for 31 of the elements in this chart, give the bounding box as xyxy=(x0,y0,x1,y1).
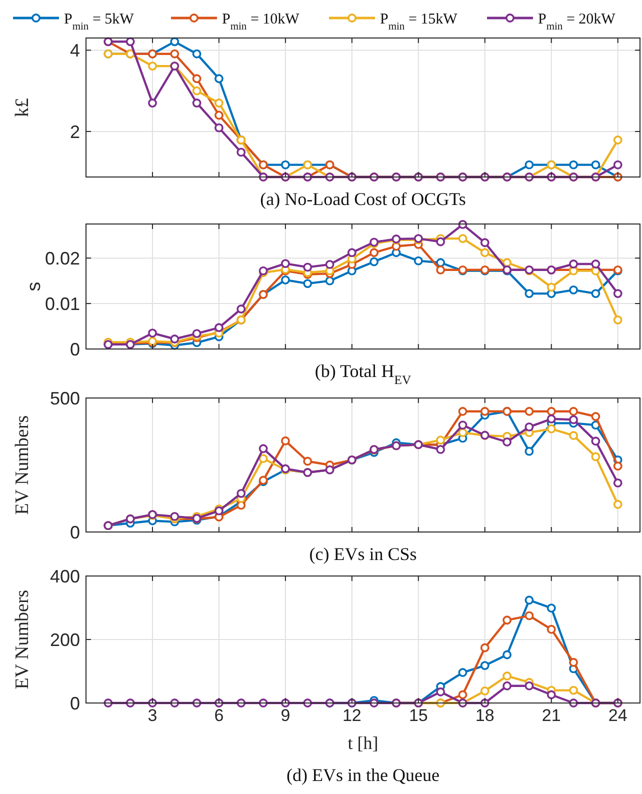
text: (a) No-Load Cost of OCGTs xyxy=(260,189,466,209)
text: (b) Total H$_{EV}$ xyxy=(314,361,412,387)
y-tick-label: 400 xyxy=(50,566,80,586)
legend-label: P$_{min}$ = 15kW xyxy=(380,11,458,32)
x-tick-label: 24 xyxy=(608,706,628,725)
x-tick-label: 12 xyxy=(342,706,362,725)
y-tick-label: 200 xyxy=(50,630,80,650)
y-tick-label: 0.02 xyxy=(44,248,80,268)
x-tick-label: 21 xyxy=(542,706,561,725)
text: (c) EVs in CSs xyxy=(309,544,417,564)
x-tick-label: 18 xyxy=(475,706,494,725)
y-tick-label: 0 xyxy=(70,339,80,360)
text: (d) EVs in the Queue xyxy=(286,765,440,785)
x-tick-label: 3 xyxy=(148,706,158,725)
y-tick-label: 2 xyxy=(70,122,80,142)
y-axis-title: s xyxy=(24,282,45,292)
x-tick-label: 9 xyxy=(280,706,290,725)
y-axis-title: EV Numbers xyxy=(12,415,33,515)
y-tick-label: 0.01 xyxy=(44,294,80,314)
x-tick-label: 6 xyxy=(214,706,224,725)
x-tick-label: 15 xyxy=(408,706,428,725)
y-axis-title: k£ xyxy=(12,98,33,117)
x-axis-title: t [h] xyxy=(348,733,378,753)
legend-label: P$_{min}$ = 5kW xyxy=(64,11,135,32)
y-tick-label: 500 xyxy=(50,388,80,408)
y-axis-title: EV Numbers xyxy=(12,590,33,690)
y-tick-label: 0 xyxy=(70,693,80,714)
y-tick-label: 4 xyxy=(70,40,80,60)
legend-label: P$_{min}$ = 10kW xyxy=(222,11,300,32)
y-tick-label: 0 xyxy=(70,522,80,542)
legend-label: P$_{min}$ = 20kW xyxy=(538,11,616,32)
